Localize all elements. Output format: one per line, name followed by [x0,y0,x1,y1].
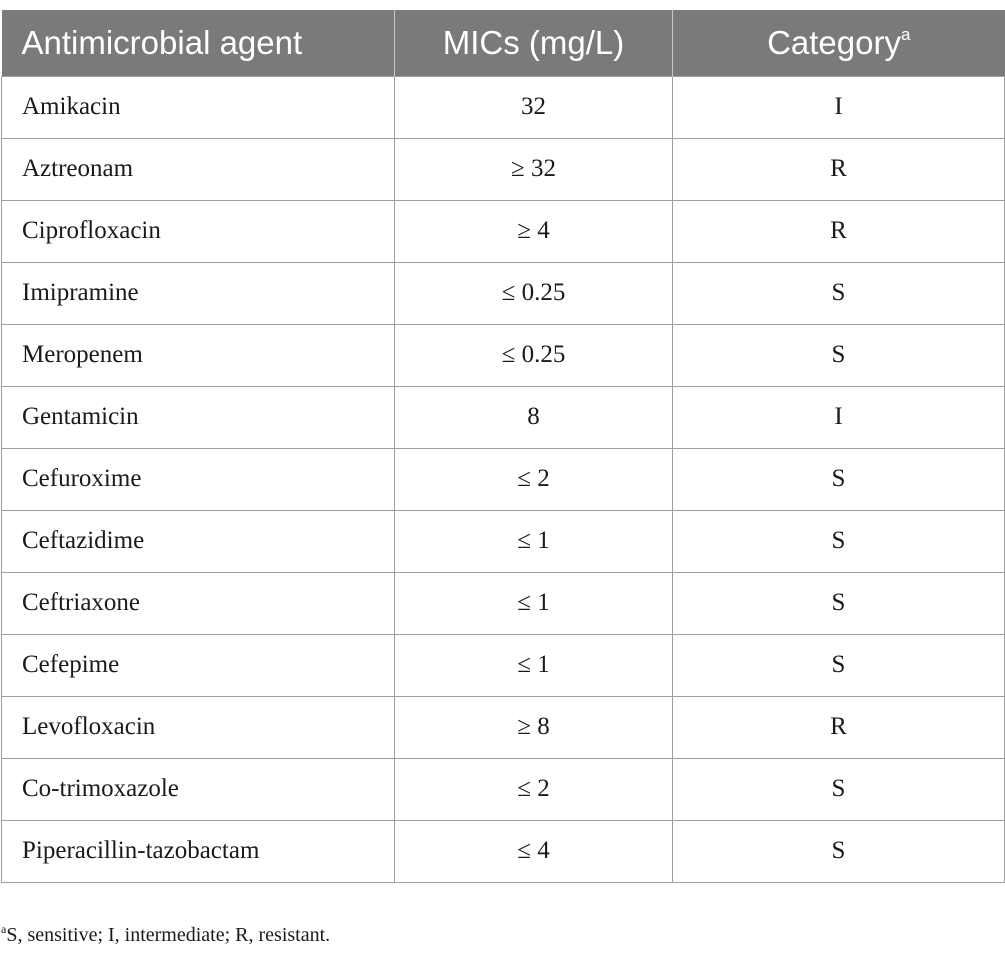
agent-cell: Aztreonam [1,137,395,201]
header-antimicrobial-agent: Antimicrobial agent [1,10,395,76]
footnote-text: S, sensitive; I, intermediate; R, resist… [6,924,331,946]
footnote-marker: a [1,922,7,936]
mic-value-cell: ≤ 4 [394,819,673,883]
category-cell: S [672,757,1005,821]
mic-value-cell: ≤ 1 [394,571,673,635]
header-category-label: Category [767,23,901,61]
table-row: Meropenem ≤ 0.25 S [1,323,1005,387]
mic-table: Antimicrobial agent MICs (mg/L) Category… [1,10,1005,883]
agent-cell: Ciprofloxacin [1,199,395,263]
mic-value-cell: ≥ 32 [394,137,673,201]
agent-cell: Piperacillin-tazobactam [1,819,395,883]
category-cell: R [672,199,1005,263]
table-row: Imipramine ≤ 0.25 S [1,261,1005,325]
agent-cell: Imipramine [1,261,395,325]
mic-value-cell: ≥ 4 [394,199,673,263]
category-cell: I [672,75,1005,139]
agent-cell: Amikacin [1,75,395,139]
mic-value-cell: ≤ 1 [394,633,673,697]
header-agent-label: Antimicrobial agent [21,23,303,61]
category-cell: S [672,261,1005,325]
agent-cell: Co-trimoxazole [1,757,395,821]
agent-cell: Ceftriaxone [1,571,395,635]
category-cell: S [672,819,1005,883]
category-cell: R [672,695,1005,759]
mic-value-cell: 8 [394,385,673,449]
header-category: Categorya [673,10,1005,76]
agent-cell: Cefepime [1,633,395,697]
category-cell: S [672,571,1005,635]
mic-value-cell: ≥ 8 [394,695,673,759]
category-cell: R [672,137,1005,201]
header-mics: MICs (mg/L) [394,10,673,76]
header-row: Antimicrobial agent MICs (mg/L) Category… [1,10,1005,76]
mic-value-cell: ≤ 0.25 [394,323,673,387]
mic-value-cell: 32 [394,75,673,139]
mic-value-cell: ≤ 0.25 [394,261,673,325]
agent-cell: Gentamicin [1,385,395,449]
category-cell: S [672,323,1005,387]
header-category-footnote-marker: a [900,24,911,44]
agent-cell: Levofloxacin [1,695,395,759]
header-mic-label: MICs (mg/L) [442,23,625,61]
table-body: Amikacin 32 I Aztreonam ≥ 32 R Ciprofloxacin ≥ … [1,75,1005,883]
mic-value-cell: ≤ 2 [394,447,673,511]
table-footnote: aS, sensitive; I, intermediate; R, resis… [1,922,331,947]
category-cell: S [672,633,1005,697]
category-cell: S [672,447,1005,511]
category-cell: S [672,509,1005,573]
agent-cell: Cefuroxime [1,447,395,511]
table-header: Antimicrobial agent MICs (mg/L) Category… [1,10,1005,76]
table-row: Gentamicin 8 I [1,385,1005,449]
agent-cell: Meropenem [1,323,395,387]
mic-value-cell: ≤ 1 [394,509,673,573]
table-row: Amikacin 32 I [1,75,1005,139]
table-row: Aztreonam ≥ 32 R [1,137,1005,201]
agent-cell: Ceftazidime [1,509,395,573]
category-cell: I [672,385,1005,449]
mic-value-cell: ≤ 2 [394,757,673,821]
